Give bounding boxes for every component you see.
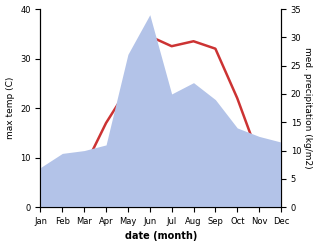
Y-axis label: max temp (C): max temp (C) <box>5 77 15 139</box>
Y-axis label: med. precipitation (kg/m2): med. precipitation (kg/m2) <box>303 47 313 169</box>
X-axis label: date (month): date (month) <box>125 231 197 242</box>
